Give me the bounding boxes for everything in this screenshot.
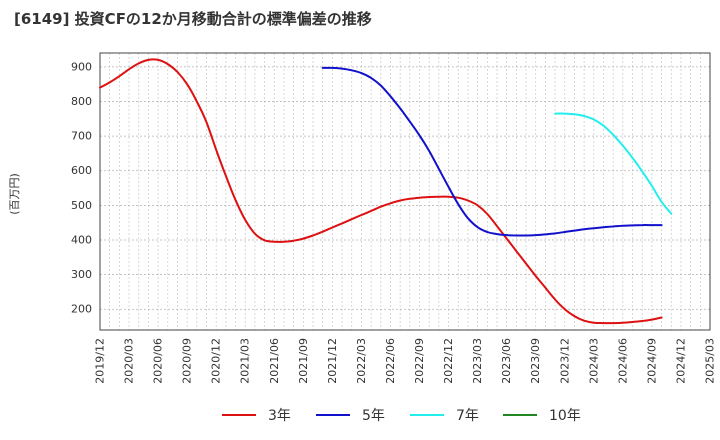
x-tick-label: 2024/03 [587, 338, 600, 384]
legend-swatch-3y [222, 414, 256, 416]
x-tick-label: 2022/09 [413, 338, 426, 384]
x-tick-label: 2022/06 [384, 338, 397, 384]
x-tick-label: 2020/06 [152, 338, 165, 384]
x-tick-label: 2021/09 [297, 338, 310, 384]
y-tick-label: 600 [71, 164, 92, 177]
x-tick-label: 2021/12 [326, 338, 339, 384]
x-tick-label: 2023/12 [558, 338, 571, 384]
x-tick-label: 2021/03 [239, 338, 252, 384]
plot-frame [99, 52, 711, 331]
y-tick-label: 900 [71, 60, 92, 73]
x-tick-label: 2019/12 [94, 338, 107, 384]
legend-label-7y: 7年 [456, 408, 479, 424]
y-tick-label: 700 [71, 130, 92, 143]
x-tick-label: 2022/12 [442, 338, 455, 384]
x-tick-label: 2020/12 [210, 338, 223, 384]
y-tick-label: 500 [71, 199, 92, 212]
x-tick-label: 2020/09 [181, 338, 194, 384]
y-tick-label: 300 [71, 268, 92, 281]
series-line-2 [321, 66, 663, 237]
x-tick-label: 2021/06 [268, 338, 281, 384]
x-tick-label: 2024/06 [616, 338, 629, 384]
x-tick-label: 2020/03 [123, 338, 136, 384]
y-tick-label: 400 [71, 233, 92, 246]
y-tick-label: 800 [71, 95, 92, 108]
line-chart: 2019/12 2020/03 2020/06 2020/09 2020/12 2021/… [71, 52, 717, 384]
series-line-3 [554, 112, 673, 215]
legend-label-5y: 5年 [362, 408, 385, 424]
plot-area [100, 53, 710, 330]
legend: 3年 5年 7年 10年 [0, 402, 720, 428]
legend-item-5y: 5年 [316, 406, 385, 424]
x-tick-label: 2023/06 [500, 338, 513, 384]
legend-label-3y: 3年 [268, 408, 291, 424]
legend-item-7y: 7年 [410, 406, 479, 424]
legend-swatch-5y [316, 414, 350, 416]
x-tick-label: 2023/09 [529, 338, 542, 384]
legend-item-3y: 3年 [222, 406, 291, 424]
legend-swatch-10y [503, 414, 537, 416]
x-tick-label: 2023/03 [471, 338, 484, 384]
legend-label-10y: 10年 [549, 408, 581, 424]
legend-swatch-7y [410, 414, 444, 416]
x-tick-label: 2025/03 [704, 338, 717, 384]
legend-item-10y: 10年 [503, 406, 581, 424]
y-tick-label: 200 [71, 303, 92, 316]
series-line-1 [99, 58, 663, 325]
chart-title: [6149] 投資CFの12か月移動合計の標準偏差の推移 [14, 10, 372, 28]
x-tick-label: 2022/03 [355, 338, 368, 384]
x-tick-label: 2024/12 [674, 338, 687, 384]
x-tick-label: 2024/09 [645, 338, 658, 384]
